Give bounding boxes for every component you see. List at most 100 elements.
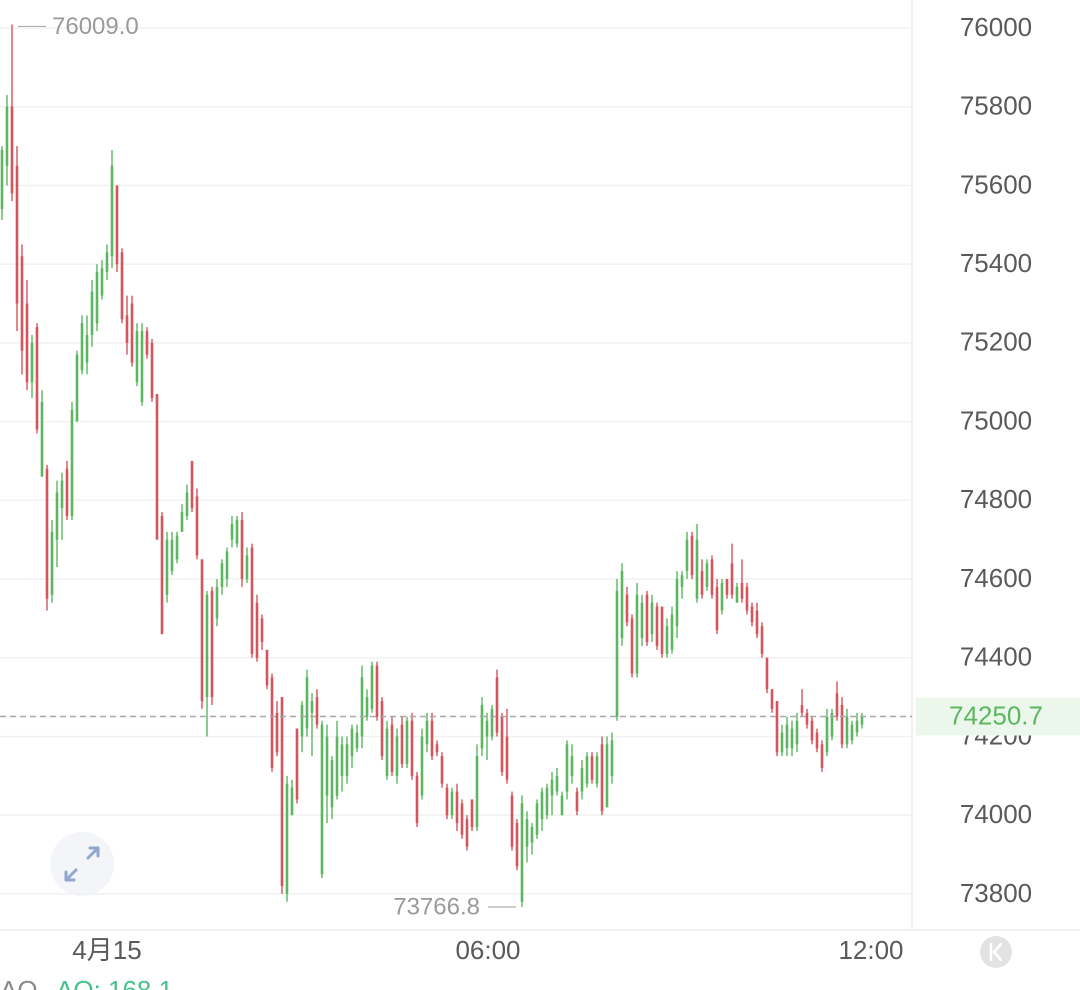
candle-body — [270, 677, 274, 768]
expand-icon[interactable] — [64, 846, 100, 882]
candle-body — [335, 736, 339, 796]
candle-body — [0, 150, 4, 210]
candle-body — [130, 303, 134, 363]
candle-body — [275, 712, 279, 753]
candle-body — [475, 756, 479, 827]
candle-body — [530, 826, 534, 843]
candle-body — [450, 791, 454, 816]
candle-body — [210, 590, 214, 698]
candle-body — [360, 677, 364, 737]
candle-body — [70, 409, 74, 517]
indicator-value: AQ: 168.1 — [56, 975, 173, 990]
candle-body — [155, 394, 159, 540]
grid — [0, 27, 912, 895]
candle-body — [50, 531, 54, 595]
y-tick-label: 75800 — [960, 91, 1032, 121]
scroll-to-latest-button[interactable] — [980, 936, 1012, 968]
candle-body — [290, 787, 294, 816]
candle-body — [425, 720, 429, 745]
candle-body — [840, 704, 844, 745]
candle-body — [570, 756, 574, 776]
candle-body — [25, 303, 29, 383]
candle-body — [655, 606, 659, 646]
candle-body — [540, 791, 544, 820]
scroll-button-bg[interactable] — [980, 936, 1012, 968]
candle-body — [810, 720, 814, 741]
y-tick-label: 76000 — [960, 12, 1032, 42]
y-tick-label: 75200 — [960, 327, 1032, 357]
candle-body — [20, 256, 24, 351]
candle-body — [135, 331, 139, 383]
candle-body — [700, 571, 704, 595]
candle-body — [685, 539, 689, 572]
candle-body — [835, 693, 839, 717]
indicator-name: AQ — [0, 975, 38, 990]
candle-body — [105, 252, 109, 273]
candle-body — [575, 791, 579, 812]
candle-body — [235, 519, 239, 544]
candle-body — [505, 736, 509, 780]
candle-body — [590, 756, 594, 780]
y-tick-label: 73800 — [960, 878, 1032, 908]
candle-body — [615, 590, 619, 717]
candle-body — [65, 468, 69, 517]
candle-body — [830, 712, 834, 737]
candle-body — [380, 701, 384, 757]
candle-body — [765, 657, 769, 690]
candle-body — [10, 106, 14, 194]
candle-body — [325, 736, 329, 796]
y-tick-label: 75600 — [960, 169, 1032, 199]
candle-body — [245, 555, 249, 580]
candle-body — [80, 323, 84, 371]
candle-body — [620, 571, 624, 639]
candle-body — [510, 795, 514, 847]
candle-body — [395, 736, 399, 776]
candle-body — [195, 496, 199, 556]
max-label: 76009.0 — [52, 13, 139, 40]
candle-body — [455, 791, 459, 824]
candle-body — [825, 716, 829, 753]
candle-body — [345, 744, 349, 776]
candle-body — [305, 677, 309, 729]
candle-body — [60, 480, 64, 509]
candle-body — [40, 401, 44, 477]
candle-body — [300, 704, 304, 737]
candle-body — [390, 724, 394, 772]
candle-body — [680, 575, 684, 587]
candle-body — [630, 618, 634, 674]
candle-body — [490, 708, 494, 737]
candle-body — [480, 704, 484, 749]
candle-body — [150, 342, 154, 398]
candle-body — [750, 606, 754, 623]
candle-body — [230, 523, 234, 540]
candle-body — [400, 724, 404, 765]
candle-body — [95, 272, 99, 324]
candle-body — [640, 602, 644, 639]
candle-body — [795, 720, 799, 745]
candle-body — [435, 744, 439, 753]
y-tick-label: 75000 — [960, 405, 1032, 435]
candle-body — [695, 539, 699, 599]
last-price-box — [916, 697, 1080, 736]
expand-button[interactable] — [50, 832, 114, 896]
candle-body — [180, 512, 184, 532]
expand-button-bg[interactable] — [50, 832, 114, 896]
candle-body — [520, 803, 524, 902]
candle-body — [200, 559, 204, 702]
candle-body — [100, 268, 104, 296]
y-tick-label: 75400 — [960, 248, 1032, 278]
scroll-icon[interactable] — [989, 942, 1003, 962]
candle-body — [120, 252, 124, 320]
candle-body — [745, 586, 749, 611]
candle-body — [635, 594, 639, 674]
candle-body — [580, 767, 584, 792]
candle-body — [485, 720, 489, 737]
candle-body — [715, 586, 719, 631]
y-tick-label: 74600 — [960, 563, 1032, 593]
candle-body — [265, 649, 269, 686]
candle-body — [145, 331, 149, 355]
candle-body — [35, 327, 39, 430]
candle-body — [790, 728, 794, 749]
candle-body — [310, 701, 314, 713]
